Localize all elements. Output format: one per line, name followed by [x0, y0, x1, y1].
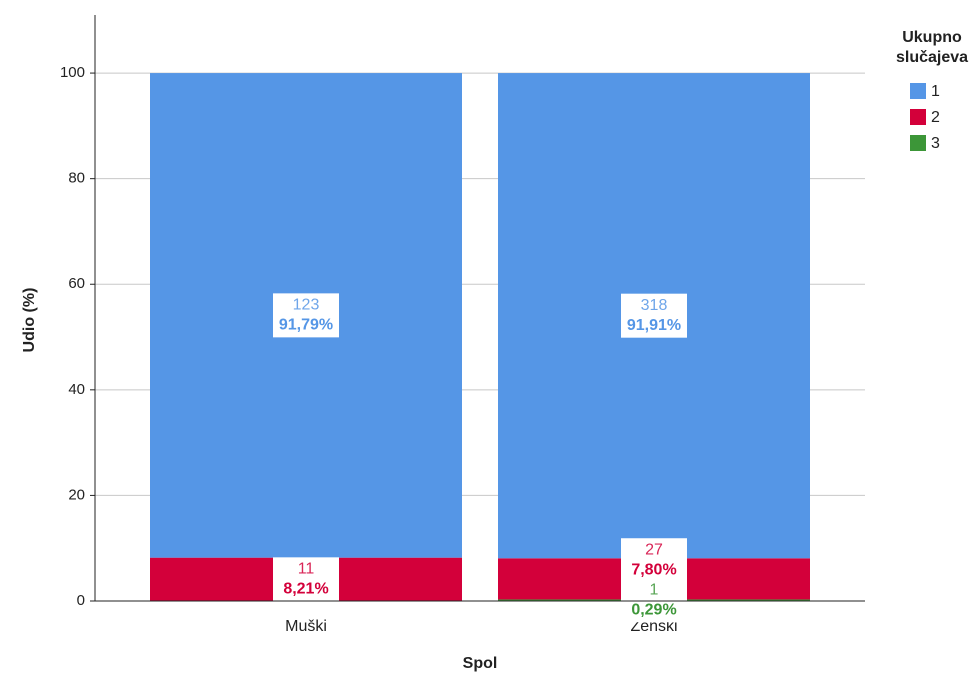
legend-swatch	[910, 135, 926, 151]
legend-label: 3	[931, 135, 940, 152]
count-label: 27	[645, 541, 663, 558]
x-tick-label: Muški	[285, 618, 327, 635]
y-tick-label: 0	[77, 592, 85, 609]
value-label: 8,21%	[283, 581, 328, 598]
label-box	[273, 557, 339, 602]
label-box	[273, 293, 339, 338]
y-tick-label: 40	[68, 381, 85, 398]
y-tick-label: 20	[68, 486, 85, 503]
count-label: 318	[641, 297, 668, 314]
legend-swatch	[910, 109, 926, 125]
legend-label: 1	[931, 83, 940, 100]
label-box	[621, 578, 687, 623]
label-box	[621, 293, 687, 338]
count-label: 11	[298, 561, 315, 578]
count-label: 123	[293, 297, 320, 314]
y-tick-label: 60	[68, 275, 85, 292]
legend-label: 2	[931, 109, 940, 126]
y-tick-label: 80	[68, 170, 85, 187]
label-box	[621, 538, 687, 583]
y-tick-label: 100	[60, 64, 85, 81]
value-label: 91,91%	[627, 317, 681, 334]
value-label: 91,79%	[279, 317, 333, 334]
legend-title: Ukupno	[902, 29, 962, 46]
y-axis-label: Udio (%)	[21, 288, 38, 353]
value-label: 7,80%	[631, 561, 676, 578]
x-axis-label: Spol	[463, 655, 498, 672]
legend-swatch	[910, 83, 926, 99]
legend-title: slučajeva	[896, 49, 968, 66]
value-label: 0,29%	[631, 601, 676, 618]
count-label: 1	[650, 581, 659, 598]
